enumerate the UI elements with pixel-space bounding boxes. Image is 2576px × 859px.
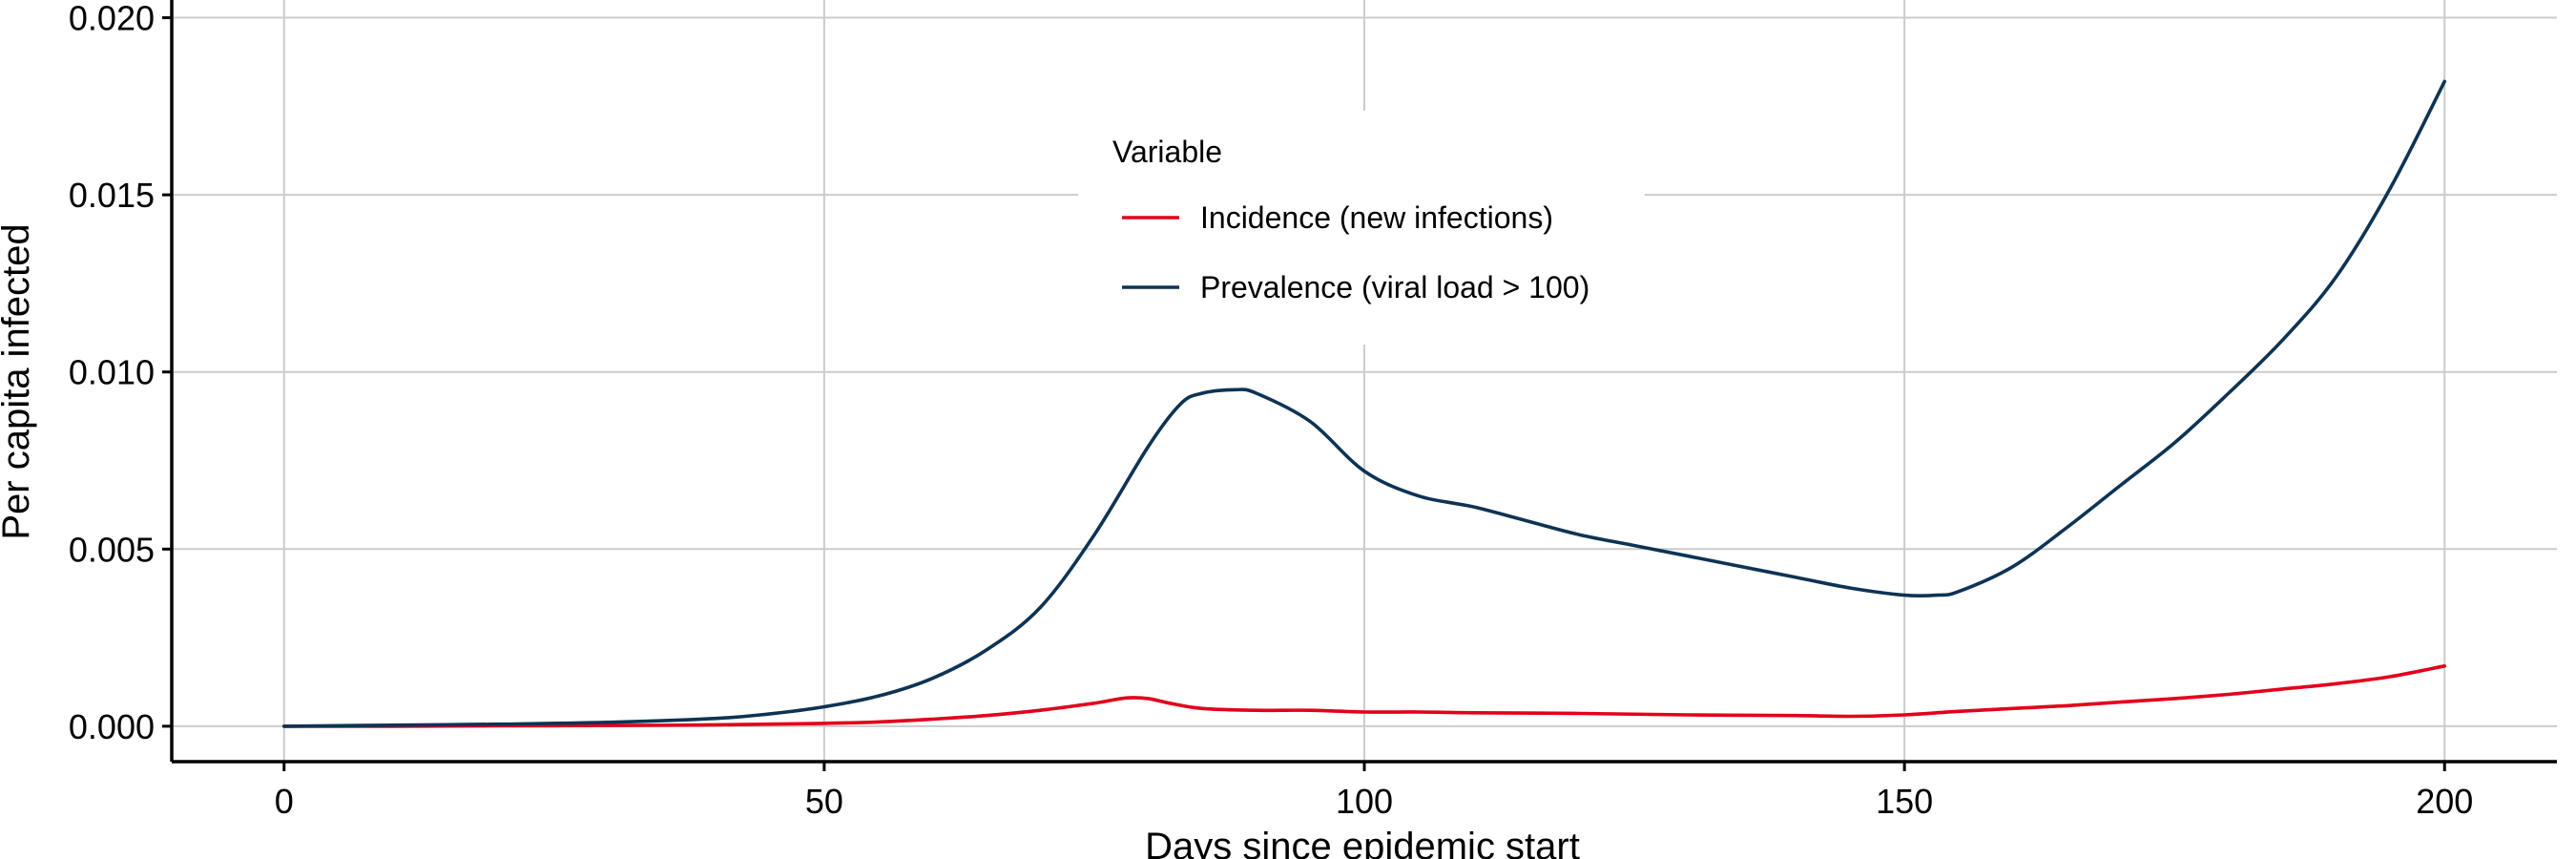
x-tick-label: 200	[2416, 782, 2473, 821]
y-tick-label: 0.005	[69, 530, 155, 569]
x-axis-title: Days since epidemic start	[1145, 826, 1580, 859]
y-tick-label: 0.000	[69, 707, 155, 746]
x-tick-label: 150	[1876, 782, 1933, 821]
legend: Variable Incidence (new infections) Preva…	[1078, 111, 1645, 345]
y-tick-label: 0.020	[69, 0, 155, 38]
legend-label: Incidence (new infections)	[1200, 200, 1553, 235]
x-tick-label: 50	[805, 782, 843, 821]
y-tick-label: 0.010	[69, 353, 155, 392]
x-tick-label: 0	[275, 782, 294, 821]
y-tick-label: 0.015	[69, 176, 155, 215]
y-axis-title: Per capita infected	[0, 223, 37, 539]
legend-title: Variable	[1112, 135, 1222, 169]
x-tick-label: 100	[1336, 782, 1393, 821]
legend-label: Prevalence (viral load > 100)	[1200, 270, 1589, 304]
